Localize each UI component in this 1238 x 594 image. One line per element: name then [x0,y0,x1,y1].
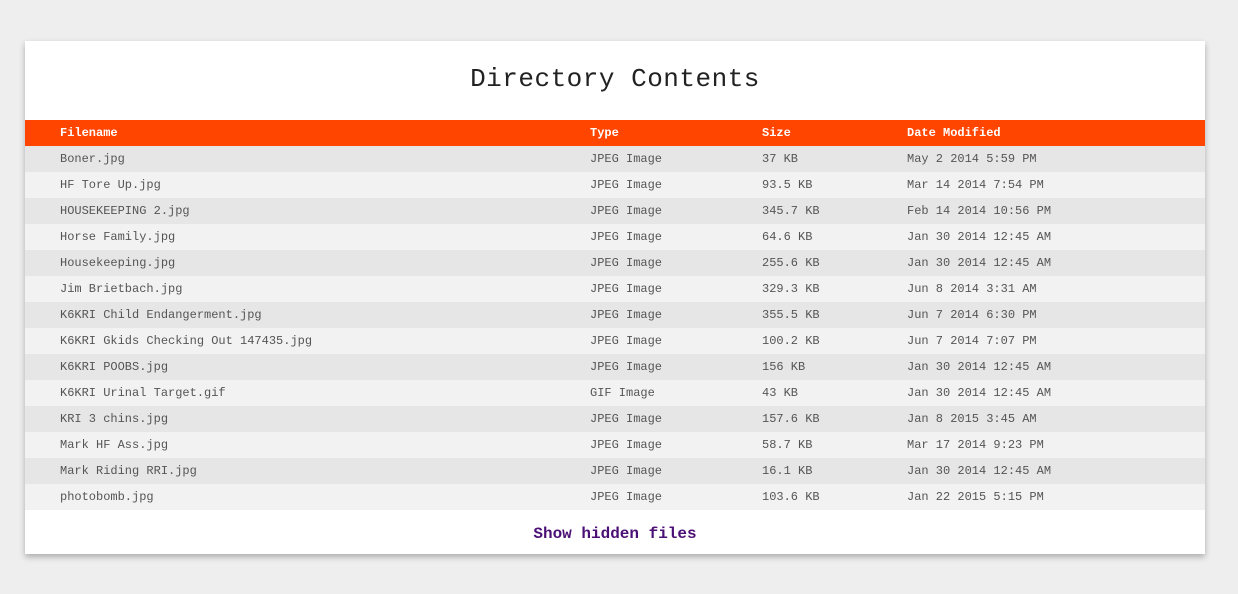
column-header-date-modified[interactable]: Date Modified [907,126,1001,140]
footer: Show hidden files [25,510,1205,555]
file-name-cell[interactable]: KRI 3 chins.jpg [25,406,555,432]
file-size: 157.6 KB [762,412,820,426]
file-name-link[interactable]: K6KRI Urinal Target.gif [60,386,226,400]
file-date-modified: Jan 30 2014 12:45 AM [907,256,1052,270]
file-size: 16.1 KB [762,464,813,478]
file-size: 103.6 KB [762,490,820,504]
table-row[interactable]: Mark Riding RRI.jpg JPEG Image 16.1 KB Jan … [25,458,1205,484]
file-type: JPEG Image [590,412,663,426]
file-date-modified: Mar 14 2014 7:54 PM [907,178,1044,192]
file-date-modified: Jan 30 2014 12:45 AM [907,230,1052,244]
file-size: 156 KB [762,360,806,374]
file-type: JPEG Image [590,204,663,218]
file-name-cell[interactable]: K6KRI Urinal Target.gif [25,380,555,406]
file-size: 64.6 KB [762,230,813,244]
file-date-modified: Jan 8 2015 3:45 AM [907,412,1037,426]
file-name-link[interactable]: Mark HF Ass.jpg [60,438,169,452]
table-row[interactable]: K6KRI POOBS.jpg JPEG Image 156 KB Jan 30 20… [25,354,1205,380]
file-name-link[interactable]: K6KRI Child Endangerment.jpg [60,308,262,322]
table-row[interactable]: Housekeeping.jpg JPEG Image 255.6 KB Jan 30… [25,250,1205,276]
table-row[interactable]: K6KRI Urinal Target.gif GIF Image 43 KB Jan… [25,380,1205,406]
file-type: JPEG Image [590,464,663,478]
file-size: 43 KB [762,386,799,400]
file-name-link[interactable]: Housekeeping.jpg [60,256,176,270]
file-size: 345.7 KB [762,204,820,218]
file-size: 58.7 KB [762,438,813,452]
file-type: JPEG Image [590,360,663,374]
file-name-cell[interactable]: HOUSEKEEPING 2.jpg [25,198,555,224]
file-type: JPEG Image [590,256,663,270]
file-size: 100.2 KB [762,334,820,348]
table-row[interactable]: photobomb.jpg JPEG Image 103.6 KB Jan 22 20… [25,484,1205,510]
table-row[interactable]: Horse Family.jpg JPEG Image 64.6 KB Jan 30 … [25,224,1205,250]
file-name-cell[interactable]: Housekeeping.jpg [25,250,555,276]
file-name-link[interactable]: HF Tore Up.jpg [60,178,161,192]
file-size: 93.5 KB [762,178,813,192]
column-header-type[interactable]: Type [590,126,619,140]
file-size: 37 KB [762,152,799,166]
file-size: 329.3 KB [762,282,820,296]
file-date-modified: Jan 30 2014 12:45 AM [907,464,1052,478]
file-type: JPEG Image [590,282,663,296]
file-name-link[interactable]: Horse Family.jpg [60,230,176,244]
file-date-modified: Feb 14 2014 10:56 PM [907,204,1052,218]
show-hidden-files-link[interactable]: Show hidden files [533,525,697,543]
table-header: Filename Type Size Date Modified [25,120,1205,146]
file-size: 355.5 KB [762,308,820,322]
table-row[interactable]: HF Tore Up.jpg JPEG Image 93.5 KB Mar 14 20… [25,172,1205,198]
file-name-cell[interactable]: Boner.jpg [25,146,555,172]
file-name-link[interactable]: K6KRI Gkids Checking Out 147435.jpg [60,334,313,348]
file-date-modified: Jun 7 2014 7:07 PM [907,334,1037,348]
file-type: JPEG Image [590,230,663,244]
file-name-link[interactable]: K6KRI POOBS.jpg [60,360,169,374]
file-name-cell[interactable]: HF Tore Up.jpg [25,172,555,198]
file-name-link[interactable]: Jim Brietbach.jpg [60,282,183,296]
table-row[interactable]: Jim Brietbach.jpg JPEG Image 329.3 KB Jun 8… [25,276,1205,302]
file-name-link[interactable]: Mark Riding RRI.jpg [60,464,197,478]
file-date-modified: Jan 30 2014 12:45 AM [907,360,1052,374]
table-row[interactable]: Boner.jpg JPEG Image 37 KB May 2 2014 5:59 … [25,146,1205,172]
file-name-link[interactable]: Boner.jpg [60,152,125,166]
file-name-cell[interactable]: K6KRI POOBS.jpg [25,354,555,380]
file-type: JPEG Image [590,178,663,192]
column-header-size[interactable]: Size [762,126,791,140]
file-type: JPEG Image [590,490,663,504]
file-table: Filename Type Size Date Modified Boner.j… [25,120,1205,510]
file-name-cell[interactable]: Horse Family.jpg [25,224,555,250]
file-name-link[interactable]: photobomb.jpg [60,490,154,504]
file-date-modified: Jun 8 2014 3:31 AM [907,282,1037,296]
file-type: JPEG Image [590,308,663,322]
file-date-modified: May 2 2014 5:59 PM [907,152,1037,166]
file-name-link[interactable]: HOUSEKEEPING 2.jpg [60,204,190,218]
file-date-modified: Mar 17 2014 9:23 PM [907,438,1044,452]
file-type: JPEG Image [590,152,663,166]
table-row[interactable]: K6KRI Gkids Checking Out 147435.jpg JPEG … [25,328,1205,354]
file-type: JPEG Image [590,334,663,348]
file-name-cell[interactable]: Mark Riding RRI.jpg [25,458,555,484]
file-size: 255.6 KB [762,256,820,270]
file-type: GIF Image [590,386,655,400]
column-header-filename[interactable]: Filename [60,126,118,140]
table-row[interactable]: KRI 3 chins.jpg JPEG Image 157.6 KB Jan 8 2… [25,406,1205,432]
file-name-cell[interactable]: K6KRI Gkids Checking Out 147435.jpg [25,328,555,354]
table-body: Boner.jpg JPEG Image 37 KB May 2 2014 5:59 … [25,146,1205,510]
page-title: Directory Contents [470,64,760,94]
file-name-link[interactable]: KRI 3 chins.jpg [60,412,169,426]
file-date-modified: Jun 7 2014 6:30 PM [907,308,1037,322]
directory-panel: Directory Contents Filename Type Size Da… [25,41,1205,554]
table-row[interactable]: HOUSEKEEPING 2.jpg JPEG Image 345.7 KB Feb … [25,198,1205,224]
file-name-cell[interactable]: K6KRI Child Endangerment.jpg [25,302,555,328]
file-name-cell[interactable]: photobomb.jpg [25,484,555,510]
file-type: JPEG Image [590,438,663,452]
table-row[interactable]: Mark HF Ass.jpg JPEG Image 58.7 KB Mar 17 2… [25,432,1205,458]
table-row[interactable]: K6KRI Child Endangerment.jpg JPEG Image 35… [25,302,1205,328]
table-header-row: Filename Type Size Date Modified [25,120,1205,146]
file-name-cell[interactable]: Mark HF Ass.jpg [25,432,555,458]
file-date-modified: Jan 30 2014 12:45 AM [907,386,1052,400]
file-date-modified: Jan 22 2015 5:15 PM [907,490,1044,504]
file-name-cell[interactable]: Jim Brietbach.jpg [25,276,555,302]
